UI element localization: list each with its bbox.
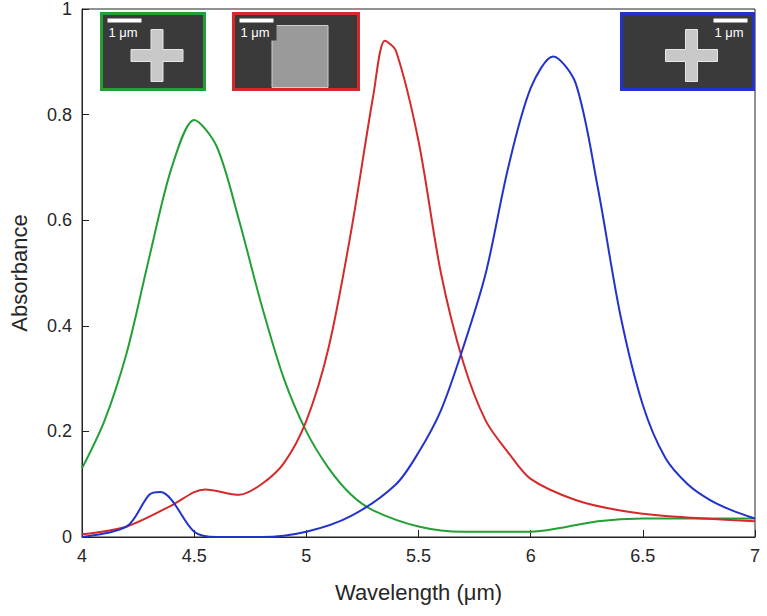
svg-text:1: 1	[62, 0, 72, 19]
svg-text:4.5: 4.5	[182, 546, 207, 566]
svg-text:Wavelength (μm): Wavelength (μm)	[335, 580, 502, 605]
svg-text:6.5: 6.5	[630, 546, 655, 566]
svg-text:Absorbance: Absorbance	[7, 214, 32, 331]
svg-text:1 μm: 1 μm	[715, 25, 744, 40]
svg-text:0.2: 0.2	[47, 421, 72, 441]
svg-text:0.4: 0.4	[47, 316, 72, 336]
svg-text:1 μm: 1 μm	[109, 25, 138, 40]
svg-text:0.6: 0.6	[47, 210, 72, 230]
svg-text:0.8: 0.8	[47, 105, 72, 125]
svg-text:4: 4	[77, 546, 87, 566]
svg-text:7: 7	[750, 546, 760, 566]
svg-text:5.5: 5.5	[406, 546, 431, 566]
svg-text:0: 0	[62, 527, 72, 547]
svg-text:1 μm: 1 μm	[241, 25, 270, 40]
svg-text:6: 6	[526, 546, 536, 566]
svg-text:5: 5	[301, 546, 311, 566]
